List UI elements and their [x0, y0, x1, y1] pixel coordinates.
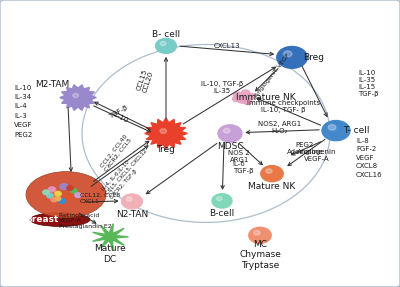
- Text: Mature NK: Mature NK: [248, 182, 296, 191]
- Text: NOS2, ARG1
H₂O₂: NOS2, ARG1 H₂O₂: [258, 121, 301, 134]
- Circle shape: [277, 46, 307, 68]
- Text: Immature NK: Immature NK: [236, 93, 296, 102]
- Circle shape: [156, 38, 176, 53]
- Text: FGF-2: FGF-2: [356, 146, 376, 152]
- Text: IL-10: IL-10: [111, 110, 129, 123]
- Circle shape: [67, 186, 73, 190]
- Circle shape: [249, 227, 271, 243]
- Circle shape: [223, 128, 230, 133]
- Text: B-cell: B-cell: [209, 209, 235, 218]
- Text: CXCL8: CXCL8: [356, 164, 378, 169]
- Circle shape: [48, 187, 56, 192]
- Text: Mature
DC: Mature DC: [94, 244, 126, 264]
- Circle shape: [261, 166, 283, 182]
- Text: M2-TAM: M2-TAM: [35, 80, 69, 89]
- Circle shape: [254, 230, 260, 235]
- Text: CXCL13: CXCL13: [214, 43, 240, 49]
- Circle shape: [322, 121, 350, 141]
- Ellipse shape: [26, 172, 106, 218]
- Circle shape: [266, 169, 272, 173]
- Text: MC
Chymase
Tryptase: MC Chymase Tryptase: [239, 240, 281, 270]
- Text: Treg: Treg: [156, 145, 176, 154]
- Text: B- cell: B- cell: [152, 30, 180, 39]
- Circle shape: [70, 92, 86, 103]
- Text: CCL2, CCL40
CXCR2, CCL5: CCL2, CCL40 CXCR2, CCL5: [99, 133, 133, 172]
- Circle shape: [232, 96, 241, 102]
- Circle shape: [75, 193, 81, 197]
- Text: CXCL16: CXCL16: [356, 172, 383, 178]
- Circle shape: [241, 90, 250, 96]
- Text: Breg: Breg: [304, 53, 324, 62]
- Ellipse shape: [30, 213, 90, 226]
- Text: IL-4, IL-6,IL-10
CCL5, CXCL5, CXCL12
CXCR2, TGF-β: IL-4, IL-6,IL-10 CCL5, CXCL5, CXCL12 CXC…: [101, 145, 153, 200]
- Polygon shape: [145, 118, 187, 149]
- Text: IL-6
TGF-β: IL-6 TGF-β: [233, 161, 253, 174]
- Text: IL-3: IL-3: [14, 113, 27, 119]
- Circle shape: [247, 93, 256, 100]
- Text: IL-34: IL-34: [14, 94, 31, 100]
- Circle shape: [60, 184, 68, 189]
- Text: Angiogenic VEGF: Angiogenic VEGF: [254, 53, 291, 98]
- Text: N2-TAN: N2-TAN: [116, 210, 148, 219]
- Text: VEGF: VEGF: [14, 123, 32, 128]
- Text: CCL15
CCL20: CCL15 CCL20: [136, 68, 155, 94]
- Circle shape: [216, 197, 222, 201]
- Circle shape: [58, 198, 66, 203]
- Text: IL-4: IL-4: [14, 104, 27, 109]
- Text: T- cell: T- cell: [344, 126, 370, 135]
- Circle shape: [122, 194, 142, 209]
- Circle shape: [284, 51, 292, 57]
- Circle shape: [55, 191, 61, 196]
- Polygon shape: [93, 224, 128, 250]
- Circle shape: [160, 41, 166, 46]
- Circle shape: [156, 127, 176, 140]
- Circle shape: [233, 92, 242, 98]
- Circle shape: [51, 197, 57, 202]
- Circle shape: [104, 232, 116, 241]
- Text: TGF-β: TGF-β: [108, 104, 129, 120]
- Circle shape: [218, 125, 242, 142]
- Text: Breast
cancer: Breast cancer: [25, 215, 59, 234]
- Circle shape: [43, 190, 49, 195]
- Text: VEGF: VEGF: [356, 155, 374, 161]
- Text: IL-10: IL-10: [14, 85, 31, 90]
- Text: IL-8: IL-8: [356, 138, 369, 144]
- Circle shape: [160, 129, 167, 133]
- Text: Angiogenin
VEGF-A: Angiogenin VEGF-A: [297, 149, 336, 162]
- Text: MDSC: MDSC: [217, 142, 243, 151]
- Circle shape: [73, 93, 78, 98]
- Circle shape: [64, 194, 72, 199]
- Text: IL-10, TGF-β
IL-35: IL-10, TGF-β IL-35: [201, 81, 243, 94]
- Polygon shape: [60, 85, 96, 110]
- Circle shape: [243, 98, 252, 105]
- Circle shape: [126, 197, 132, 201]
- Circle shape: [47, 193, 53, 198]
- Circle shape: [328, 125, 336, 130]
- Circle shape: [240, 94, 248, 101]
- Text: NOS 2
ARG1: NOS 2 ARG1: [228, 150, 250, 163]
- Circle shape: [238, 97, 247, 103]
- Text: PEG2: PEG2: [14, 132, 32, 138]
- Circle shape: [71, 189, 77, 193]
- Text: CCL12, CCL8
CXCL1: CCL12, CCL8 CXCL1: [80, 193, 120, 204]
- Circle shape: [55, 197, 61, 201]
- Text: Retinoic acid
VEGF-A
Prostaglandin E2: Retinoic acid VEGF-A Prostaglandin E2: [59, 213, 112, 229]
- Text: IL-10
IL-35
IL-15
TGF-β: IL-10 IL-35 IL-15 TGF-β: [358, 70, 378, 97]
- Text: PEG2
Adenosine: PEG2 Adenosine: [287, 142, 323, 155]
- Text: Immune checkpoints
IL-10, TGF- β: Immune checkpoints IL-10, TGF- β: [247, 100, 320, 113]
- Circle shape: [212, 194, 232, 208]
